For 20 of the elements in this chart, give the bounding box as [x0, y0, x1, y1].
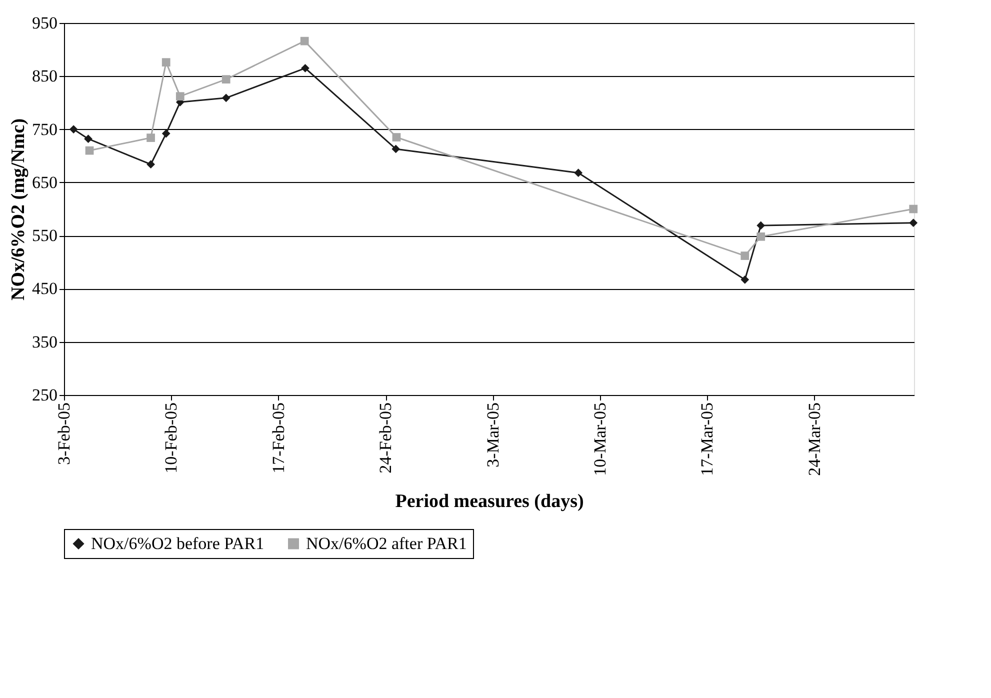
y-tick-label: 950	[32, 14, 58, 32]
x-axis-title: Period measures (days)	[395, 490, 584, 512]
legend-label: NOx/6%O2 before PAR1	[91, 534, 264, 553]
y-tick-label: 550	[32, 226, 58, 246]
legend-label: NOx/6%O2 after PAR1	[306, 534, 467, 553]
y-tick-label: 350	[32, 332, 58, 352]
x-tick-label: 24-Mar-05	[804, 402, 824, 476]
x-tick-label: 17-Feb-05	[268, 402, 288, 474]
y-tick-label: 650	[32, 172, 58, 192]
y-tick-label: 450	[32, 279, 58, 298]
x-tick-label: 10-Feb-05	[162, 402, 181, 474]
x-tick-label: 3-Mar-05	[483, 402, 502, 468]
x-tick-label: 24-Feb-05	[376, 402, 396, 474]
y-tick-label: 850	[32, 66, 58, 86]
y-tick-label: 250	[32, 386, 58, 404]
y-axis-title: NOx/6%O2 (mg/Nmc)	[8, 118, 29, 301]
x-tick-label: 10-Mar-05	[590, 402, 610, 476]
x-tick-label: 17-Mar-05	[698, 402, 717, 476]
x-tick-label: 3-Feb-05	[54, 402, 74, 465]
y-tick-label: 750	[32, 120, 58, 139]
